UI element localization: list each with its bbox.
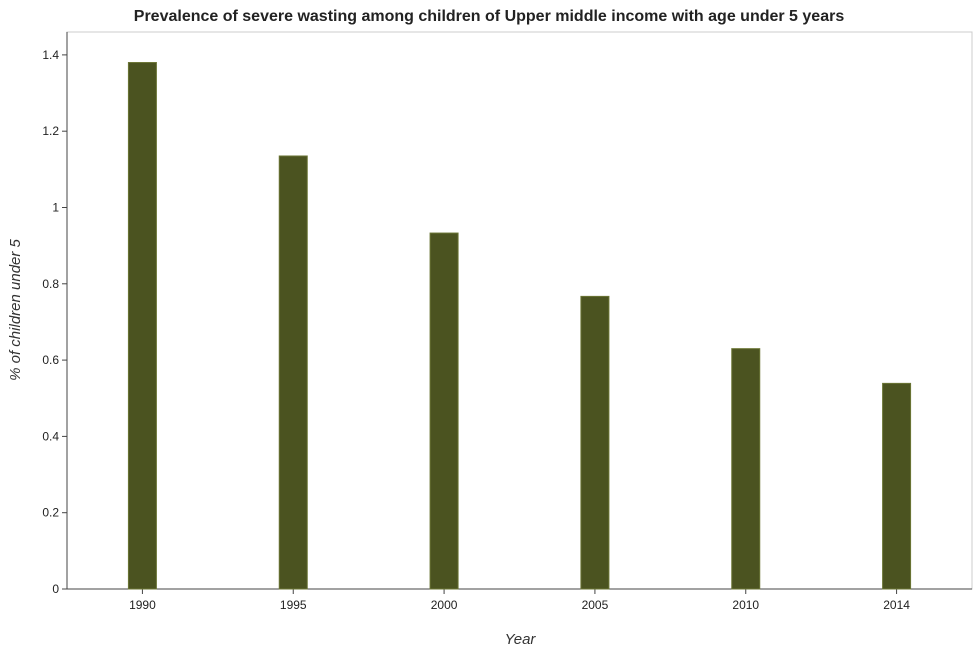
y-tick-label: 0.2: [42, 506, 59, 520]
y-tick-label: 1.4: [42, 48, 59, 62]
x-tick-label: 2010: [732, 598, 759, 612]
plot-area: [66, 31, 973, 590]
y-tick-label: 0.6: [42, 353, 59, 367]
bar-2000: [429, 232, 459, 590]
bar-1995: [278, 155, 308, 590]
x-tick-label: 2000: [431, 598, 458, 612]
x-axis: 1990 1995 2000 2005 2010 2014: [67, 588, 972, 612]
y-tick-label: 0: [52, 582, 59, 596]
x-axis-label: Year: [505, 631, 537, 648]
chart-title: Prevalence of severe wasting among child…: [133, 8, 845, 25]
y-axis: 0 0.2 0.4 0.6 0.8 1 1.2 1.4: [42, 32, 68, 596]
bar-2010: [731, 348, 761, 590]
bars-group: [127, 62, 912, 590]
x-tick-label: 1995: [280, 598, 307, 612]
y-tick-label: 0.4: [42, 429, 59, 443]
x-tick-label: 2005: [582, 598, 609, 612]
y-axis-label: % of children under 5: [7, 238, 24, 380]
y-tick-label: 0.8: [42, 277, 59, 291]
y-tick-label: 1: [52, 200, 59, 214]
x-tick-label: 1990: [129, 598, 156, 612]
bar-2014: [882, 382, 912, 590]
y-tick-label: 1.2: [42, 124, 59, 138]
bar-2005: [580, 295, 610, 590]
x-tick-label: 2014: [883, 598, 910, 612]
bar-1990: [127, 62, 157, 590]
